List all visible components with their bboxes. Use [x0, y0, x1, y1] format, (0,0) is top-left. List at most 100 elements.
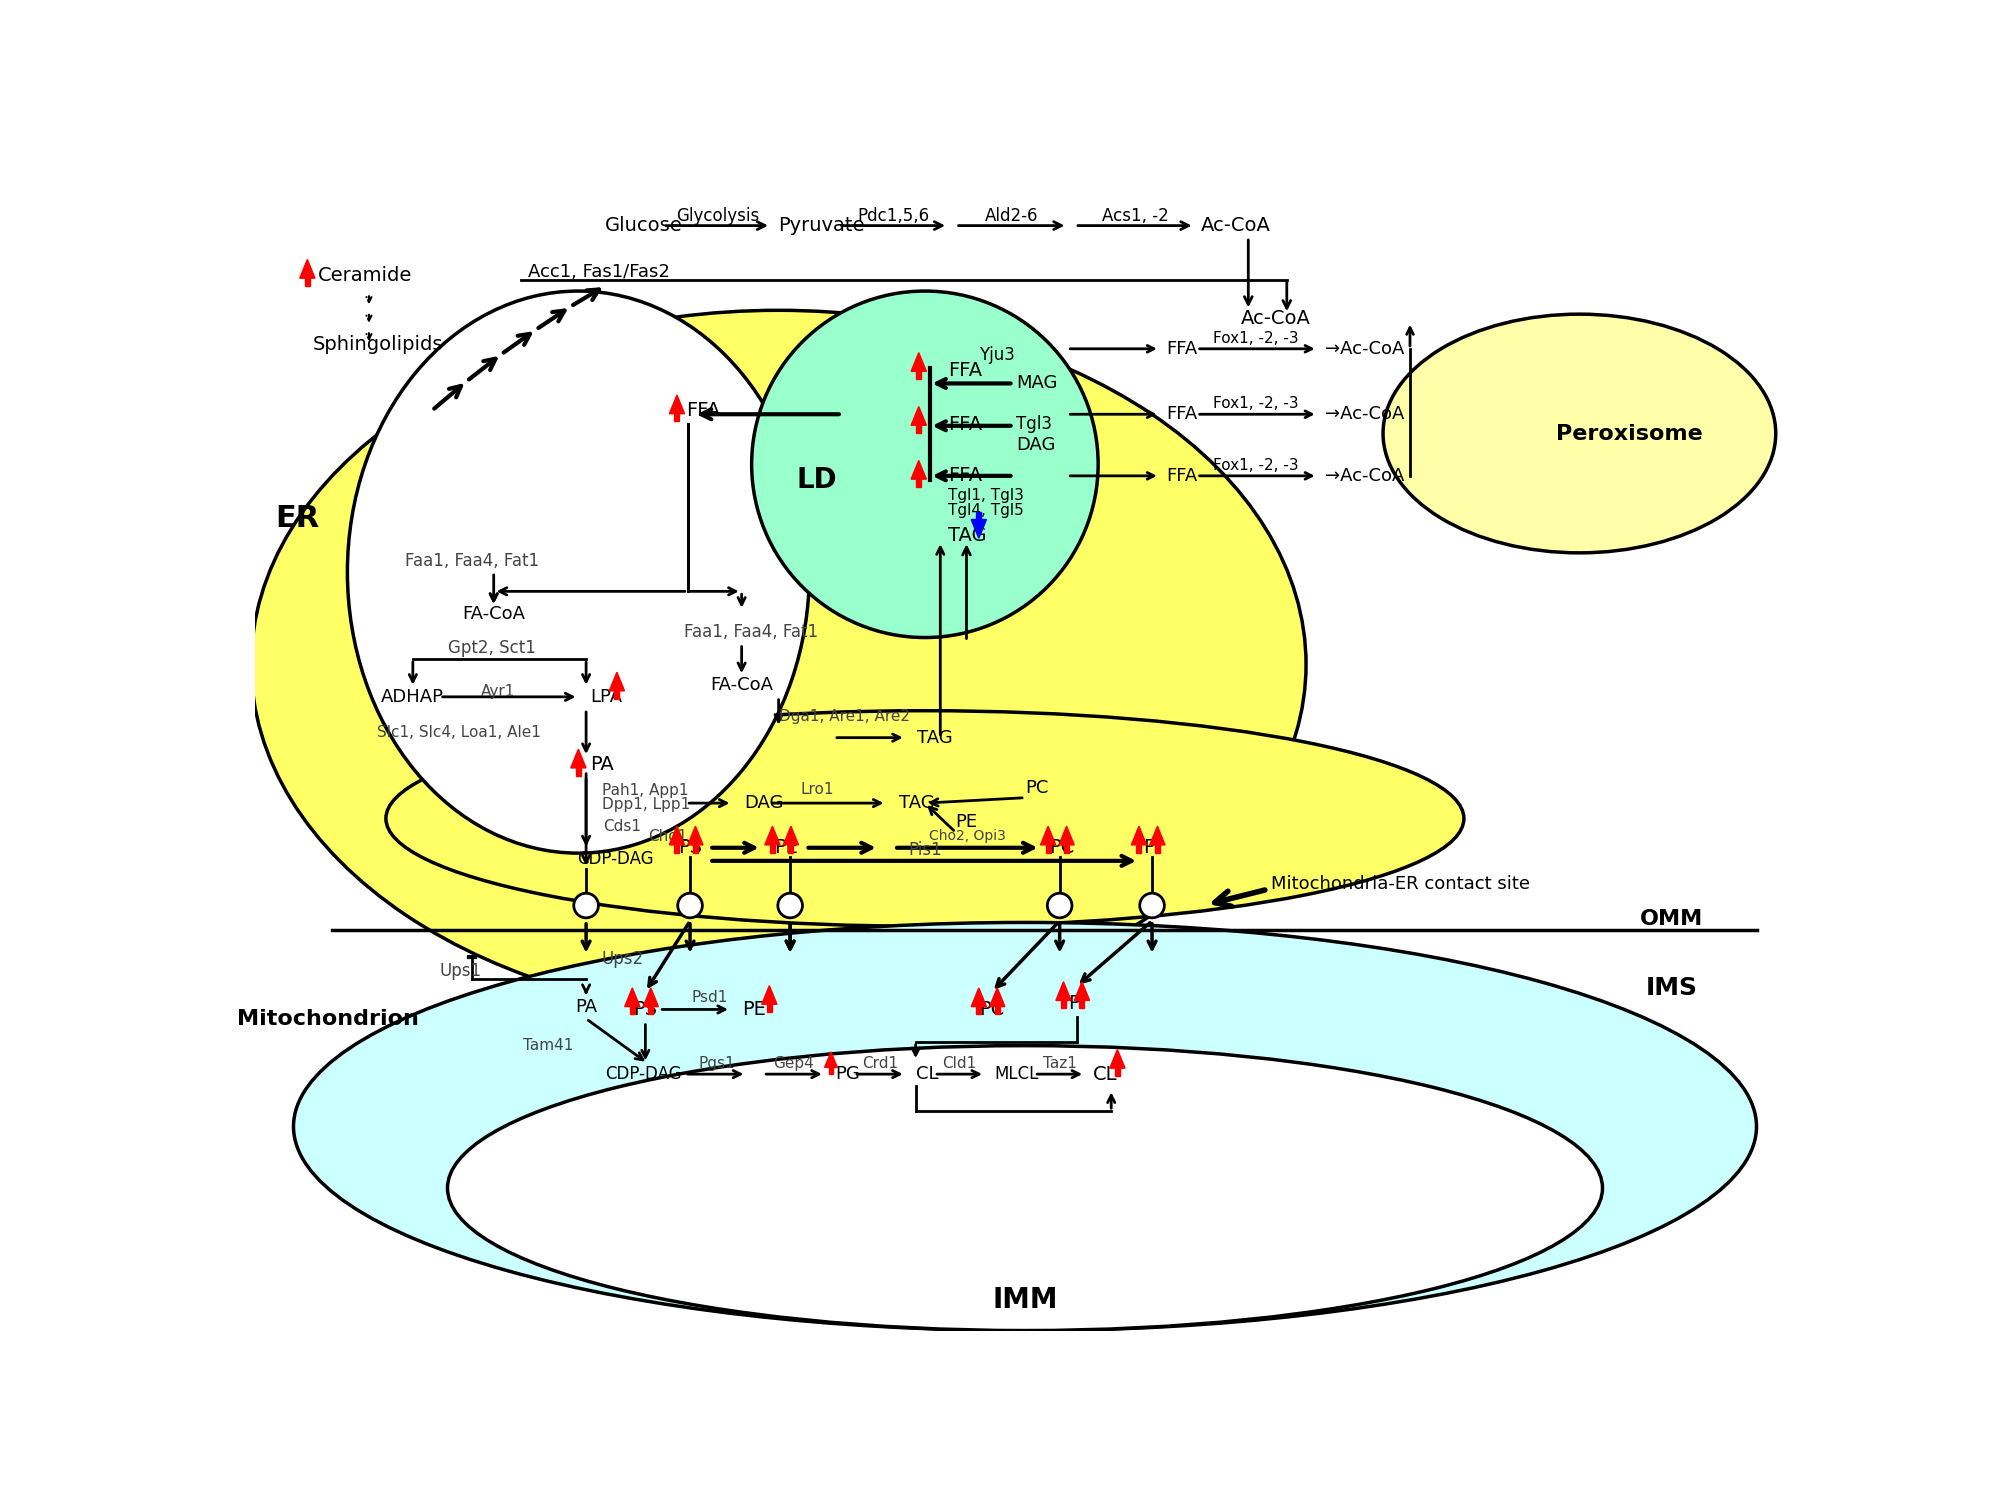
Text: PI: PI [1144, 839, 1160, 857]
Polygon shape [828, 1067, 834, 1073]
Text: TAG: TAG [948, 526, 986, 544]
Polygon shape [648, 1006, 654, 1014]
Polygon shape [1040, 827, 1056, 845]
Text: Tgl4, Tgl5: Tgl4, Tgl5 [948, 502, 1024, 517]
Text: Crd1: Crd1 [862, 1055, 898, 1070]
Text: DAG: DAG [1016, 437, 1056, 454]
Text: Ups1: Ups1 [440, 961, 482, 979]
Text: DAG: DAG [744, 794, 784, 812]
Text: FA-CoA: FA-CoA [710, 676, 774, 694]
Text: Pgs1: Pgs1 [698, 1055, 736, 1070]
Text: LPA: LPA [590, 688, 622, 706]
Polygon shape [766, 1005, 772, 1012]
Text: Glycolysis: Glycolysis [676, 206, 760, 224]
Ellipse shape [386, 710, 1464, 927]
Polygon shape [624, 988, 640, 1006]
Text: Psd1: Psd1 [692, 990, 728, 1006]
Polygon shape [300, 260, 314, 278]
Text: PE: PE [774, 839, 798, 857]
Text: Mitochondrion: Mitochondrion [238, 1009, 420, 1029]
Text: Ceramide: Ceramide [318, 266, 412, 286]
Polygon shape [916, 480, 922, 487]
Polygon shape [570, 749, 586, 768]
Ellipse shape [252, 311, 1306, 1018]
Text: Acc1, Fas1/Fas2: Acc1, Fas1/Fas2 [528, 263, 670, 281]
Text: CDP-DAG: CDP-DAG [606, 1064, 682, 1084]
Text: Ups2: Ups2 [602, 951, 644, 969]
Text: FFA: FFA [1166, 339, 1198, 357]
Polygon shape [1074, 982, 1090, 1000]
Text: Fox1, -2, -3: Fox1, -2, -3 [1214, 457, 1298, 472]
Polygon shape [1132, 827, 1146, 845]
Text: MAG: MAG [1016, 374, 1058, 393]
Text: Gpt2, Sct1: Gpt2, Sct1 [448, 638, 536, 656]
Polygon shape [976, 1006, 982, 1014]
Polygon shape [1150, 827, 1166, 845]
Polygon shape [976, 511, 982, 519]
Text: PS: PS [634, 1000, 658, 1020]
Text: Ac-CoA: Ac-CoA [1240, 308, 1310, 327]
Polygon shape [670, 395, 684, 414]
Text: Tgl3: Tgl3 [1016, 416, 1052, 434]
Polygon shape [1058, 827, 1074, 845]
Polygon shape [610, 673, 624, 691]
Text: PE: PE [956, 813, 978, 831]
Polygon shape [1062, 1000, 1066, 1008]
Text: PA: PA [576, 999, 598, 1017]
Circle shape [752, 292, 1098, 637]
Text: IMS: IMS [1646, 976, 1698, 1000]
Ellipse shape [448, 1045, 1602, 1331]
Polygon shape [1056, 982, 1072, 1000]
Ellipse shape [348, 292, 810, 854]
Polygon shape [576, 768, 580, 776]
Polygon shape [912, 460, 926, 480]
Polygon shape [994, 1006, 1000, 1014]
Polygon shape [912, 353, 926, 371]
Polygon shape [1136, 845, 1142, 852]
Circle shape [1140, 893, 1164, 918]
Text: FFA: FFA [1166, 405, 1198, 423]
Ellipse shape [1384, 314, 1776, 553]
Circle shape [574, 893, 598, 918]
Polygon shape [784, 827, 798, 845]
Polygon shape [972, 988, 986, 1006]
Text: PG: PG [834, 1064, 860, 1084]
Text: Fox1, -2, -3: Fox1, -2, -3 [1214, 330, 1298, 345]
Text: PI: PI [1068, 994, 1086, 1012]
Text: OMM: OMM [1640, 909, 1704, 928]
Polygon shape [1110, 1049, 1126, 1069]
Text: Ald2-6: Ald2-6 [984, 206, 1038, 224]
Polygon shape [764, 827, 780, 845]
Text: →Ac-CoA: →Ac-CoA [1326, 405, 1404, 423]
Text: Acs1, -2: Acs1, -2 [1102, 206, 1168, 224]
Text: →Ac-CoA: →Ac-CoA [1326, 339, 1404, 357]
Polygon shape [630, 1006, 634, 1014]
Polygon shape [692, 845, 698, 852]
Text: PC: PC [1050, 839, 1074, 857]
Text: Pyruvate: Pyruvate [778, 217, 866, 235]
Text: PE: PE [742, 1000, 766, 1020]
Text: Cho2, Opi3: Cho2, Opi3 [928, 830, 1006, 843]
Text: PC: PC [1024, 779, 1048, 797]
Text: FFA: FFA [948, 360, 982, 380]
Polygon shape [762, 985, 776, 1005]
Text: Ac-CoA: Ac-CoA [1200, 217, 1270, 235]
Text: LD: LD [796, 466, 838, 493]
Text: Cho1: Cho1 [648, 828, 686, 843]
Text: Mitochondria-ER contact site: Mitochondria-ER contact site [1272, 875, 1530, 893]
Polygon shape [1080, 1000, 1084, 1008]
Polygon shape [1114, 1069, 1120, 1076]
Polygon shape [824, 1052, 838, 1067]
Polygon shape [674, 845, 680, 852]
Text: FFA: FFA [948, 466, 982, 486]
Text: ER: ER [276, 504, 320, 532]
Text: Lro1: Lro1 [800, 782, 834, 797]
Text: Cld1: Cld1 [942, 1055, 976, 1070]
Text: Fox1, -2, -3: Fox1, -2, -3 [1214, 396, 1298, 411]
Text: CDP-DAG: CDP-DAG [576, 849, 654, 867]
Text: Pah1, App1: Pah1, App1 [602, 782, 688, 797]
Text: Slc1, Slc4, Loa1, Ale1: Slc1, Slc4, Loa1, Ale1 [376, 725, 540, 740]
Text: PA: PA [590, 755, 614, 774]
Text: Tgl1, Tgl3: Tgl1, Tgl3 [948, 487, 1024, 502]
Polygon shape [916, 371, 922, 380]
